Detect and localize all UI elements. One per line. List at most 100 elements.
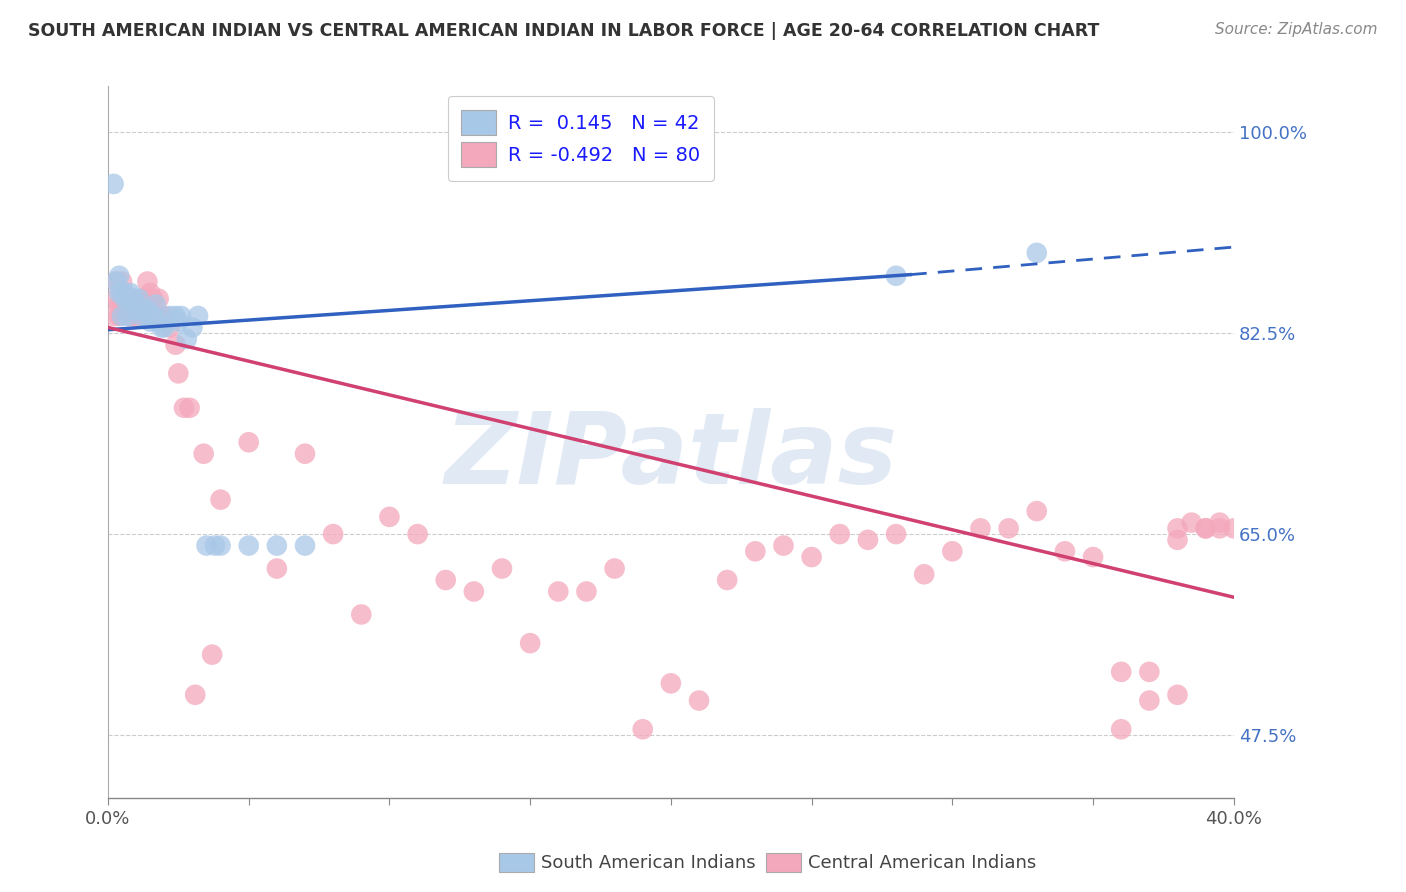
Point [1194,521,1216,535]
Point [120,292,142,306]
Point [103,177,125,191]
Point [114,285,136,300]
Point [128,292,150,306]
Point [238,435,260,450]
Point [1053,544,1076,558]
Point [716,573,738,587]
Point [150,309,173,323]
Point [1137,693,1160,707]
Point [575,584,598,599]
Point [153,320,176,334]
Point [108,285,131,300]
Point [145,297,167,311]
Point [108,309,131,323]
Point [122,309,145,323]
Point [547,584,569,599]
Point [434,573,457,587]
Point [165,337,187,351]
Point [111,292,134,306]
Point [1109,723,1132,737]
Point [1209,516,1232,530]
Point [1025,504,1047,518]
Point [688,693,710,707]
Point [463,584,485,599]
Point [603,561,626,575]
Point [659,676,682,690]
Text: Central American Indians: Central American Indians [808,854,1036,871]
Point [128,303,150,318]
Point [828,527,851,541]
Point [105,275,128,289]
Point [1166,533,1188,547]
Point [884,268,907,283]
Point [744,544,766,558]
Point [167,315,190,329]
Point [800,549,823,564]
Point [941,544,963,558]
Point [176,332,198,346]
Point [1223,521,1246,535]
Point [105,292,128,306]
Point [159,309,181,323]
Point [378,509,401,524]
Point [519,636,541,650]
Point [131,309,153,323]
Text: SOUTH AMERICAN INDIAN VS CENTRAL AMERICAN INDIAN IN LABOR FORCE | AGE 20-64 CORR: SOUTH AMERICAN INDIAN VS CENTRAL AMERICA… [28,22,1099,40]
Point [159,320,181,334]
Point [117,292,139,306]
Point [266,561,288,575]
Point [117,292,139,306]
Point [266,539,288,553]
Point [856,533,879,547]
Point [165,309,187,323]
Point [184,688,207,702]
Point [1081,549,1104,564]
Point [204,539,226,553]
Point [969,521,991,535]
Point [294,447,316,461]
Point [111,275,134,289]
Point [145,309,167,323]
Point [238,539,260,553]
Point [117,297,139,311]
Point [631,723,654,737]
Point [122,292,145,306]
Point [170,309,193,323]
Point [125,303,148,318]
Point [122,292,145,306]
Point [181,320,204,334]
Text: South American Indians: South American Indians [541,854,756,871]
Point [136,303,159,318]
Point [406,527,429,541]
Point [142,292,165,306]
Point [884,527,907,541]
Point [1180,516,1202,530]
Point [117,309,139,323]
Point [120,303,142,318]
Point [193,447,215,461]
Point [114,292,136,306]
Text: ZIPatlas: ZIPatlas [444,408,897,505]
Point [912,567,935,582]
Point [142,309,165,323]
Point [209,492,232,507]
Legend: R =  0.145   N = 42, R = -0.492   N = 80: R = 0.145 N = 42, R = -0.492 N = 80 [449,96,714,181]
Point [122,297,145,311]
Point [136,275,159,289]
Point [148,292,170,306]
Point [201,648,224,662]
Point [150,320,173,334]
Point [195,539,218,553]
Point [111,309,134,323]
Point [1166,521,1188,535]
Point [111,285,134,300]
Point [131,292,153,306]
Point [125,297,148,311]
Point [108,297,131,311]
Point [187,309,209,323]
Point [491,561,513,575]
Point [134,309,156,323]
Point [148,315,170,329]
Point [120,285,142,300]
Point [134,303,156,318]
